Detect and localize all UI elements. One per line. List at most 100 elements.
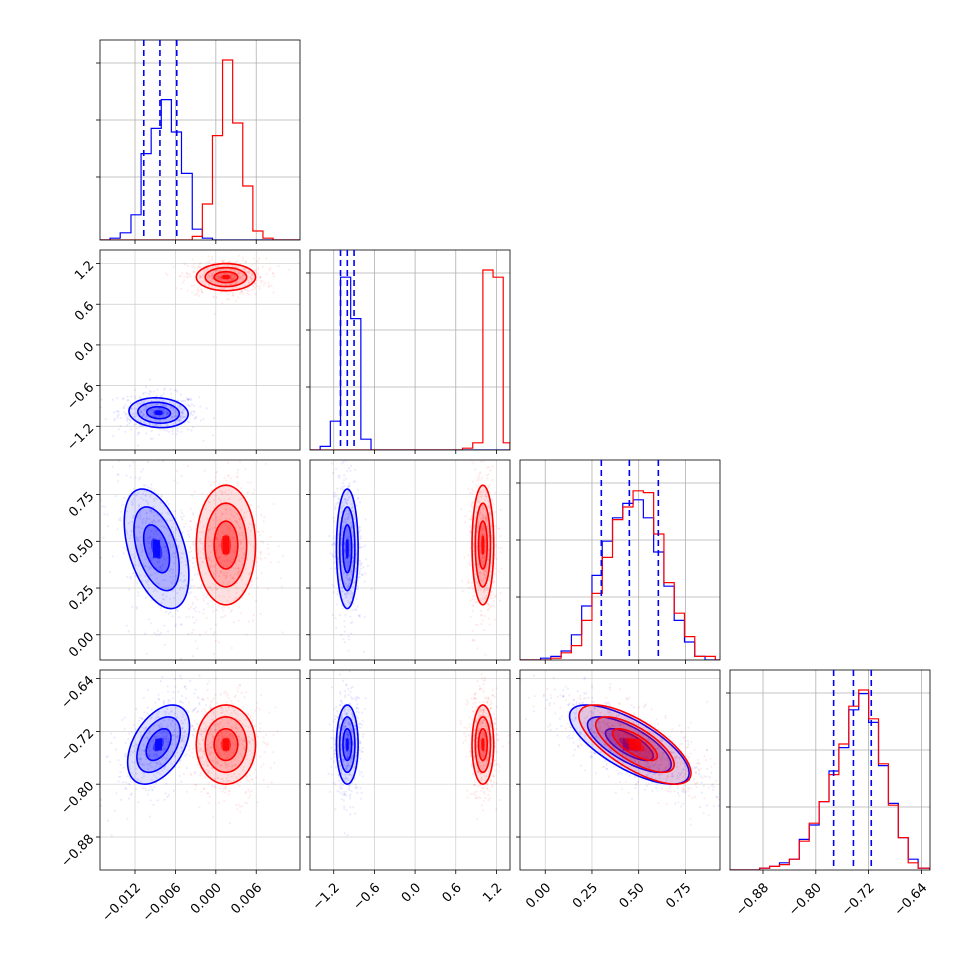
scatter-point: [332, 536, 335, 540]
scatter-point: [171, 719, 174, 722]
scatter-point: [345, 767, 348, 770]
scatter-point: [331, 773, 334, 776]
scatter-point: [216, 265, 219, 268]
scatter-point: [345, 808, 348, 812]
scatter-point: [129, 534, 132, 537]
scatter-point: [215, 296, 218, 299]
scatter-point: [210, 277, 213, 281]
scatter-point: [218, 276, 221, 279]
scatter-point: [197, 557, 200, 560]
scatter-point: [482, 701, 485, 704]
scatter-point: [151, 536, 154, 540]
scatter-point: [479, 445, 481, 447]
scatter-point: [119, 424, 122, 427]
scatter-point: [172, 530, 175, 534]
scatter-point: [229, 272, 232, 275]
scatter-point: [159, 566, 162, 569]
scatter-point: [206, 269, 209, 272]
scatter-point: [495, 557, 498, 560]
scatter-point: [179, 408, 182, 411]
scatter-point: [361, 573, 364, 576]
scatter-point: [487, 548, 490, 551]
scatter-point: [343, 640, 346, 644]
scatter-point: [183, 772, 186, 776]
scatter-point: [122, 407, 125, 410]
scatter-point: [251, 739, 255, 742]
scatter-point: [184, 729, 187, 732]
scatter-point: [174, 527, 178, 530]
scatter-point: [480, 614, 483, 617]
scatter-point: [338, 474, 341, 477]
scatter-point: [471, 480, 475, 483]
scatter-point: [137, 431, 140, 434]
scatter-point: [231, 727, 234, 730]
scatter-point: [187, 398, 190, 401]
scatter-point: [350, 570, 353, 574]
scatter-point: [257, 266, 260, 269]
contour-line-blue: [126, 704, 191, 785]
scatter-point: [185, 717, 188, 720]
scatter-point: [481, 677, 484, 680]
scatter-point: [487, 558, 490, 561]
scatter-point: [183, 718, 186, 722]
scatter-point: [481, 721, 484, 724]
scatter-point: [219, 765, 222, 768]
scatter-point: [215, 729, 218, 732]
scatter-point: [485, 516, 488, 520]
scatter-point: [479, 707, 482, 710]
scatter-point: [217, 777, 220, 780]
scatter-point: [234, 763, 237, 767]
scatter-point: [483, 517, 486, 520]
scatter-point: [343, 708, 346, 711]
scatter-point: [358, 773, 361, 776]
scatter-point: [207, 733, 210, 736]
scatter-point: [268, 268, 271, 271]
scatter-point: [491, 694, 494, 697]
scatter-point: [199, 586, 202, 589]
scatter-point: [489, 597, 492, 600]
scatter-point: [213, 564, 216, 567]
scatter-point: [132, 514, 135, 517]
scatter-point: [139, 400, 142, 403]
scatter-point: [173, 479, 176, 482]
scatter-point: [163, 526, 166, 529]
scatter-point: [167, 718, 171, 721]
scatter-point: [478, 492, 481, 495]
scatter-point: [202, 597, 205, 600]
scatter-point: [484, 567, 487, 570]
scatter-point: [139, 543, 142, 546]
scatter-point: [344, 614, 347, 617]
scatter-point: [212, 751, 215, 755]
scatter-point: [148, 378, 151, 381]
scatter-point: [224, 272, 227, 275]
scatter-point: [213, 728, 216, 732]
scatter-point: [351, 716, 354, 719]
scatter-point: [139, 758, 142, 761]
scatter-point: [288, 268, 291, 271]
scatter-point: [231, 748, 234, 751]
scatter-point: [160, 394, 164, 397]
scatter-point: [249, 529, 252, 532]
scatter-point: [345, 713, 349, 716]
scatter-point: [190, 725, 193, 728]
scatter-point: [207, 792, 210, 795]
scatter-point: [494, 573, 497, 576]
scatter-point: [155, 765, 158, 768]
scatter-point: [117, 480, 120, 483]
scatter-point: [175, 556, 178, 559]
scatter-point: [358, 770, 361, 773]
scatter-point: [172, 789, 175, 792]
scatter-point: [236, 521, 239, 524]
scatter-point: [348, 579, 351, 583]
scatter-point: [226, 279, 229, 282]
scatter-point: [140, 733, 143, 736]
scatter-point: [98, 542, 100, 544]
scatter-point: [182, 574, 185, 577]
scatter-point: [476, 479, 479, 482]
scatter-point: [183, 730, 186, 734]
histogram-frame-0: [99, 39, 301, 241]
scatter-point: [482, 710, 485, 713]
scatter-point: [133, 395, 136, 398]
scatter-point: [164, 610, 168, 613]
scatter-point: [342, 760, 345, 764]
